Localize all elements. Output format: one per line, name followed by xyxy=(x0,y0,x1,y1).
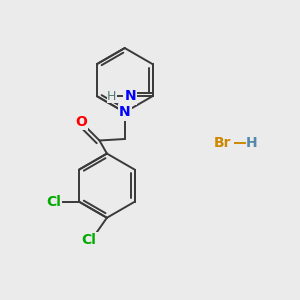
Text: N: N xyxy=(119,105,130,119)
Text: Cl: Cl xyxy=(82,233,97,247)
Text: N: N xyxy=(124,89,136,103)
Text: H: H xyxy=(107,90,116,103)
Text: Cl: Cl xyxy=(46,195,61,209)
Text: H: H xyxy=(246,136,258,150)
Text: Br: Br xyxy=(214,136,232,150)
Text: O: O xyxy=(75,115,87,129)
